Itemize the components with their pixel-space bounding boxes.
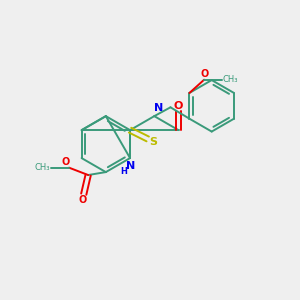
Text: O: O — [78, 195, 86, 205]
Text: O: O — [201, 69, 209, 79]
Text: O: O — [174, 101, 183, 111]
Text: S: S — [149, 137, 157, 148]
Text: N: N — [126, 161, 135, 171]
Text: CH₃: CH₃ — [223, 75, 239, 84]
Text: O: O — [62, 157, 70, 167]
Text: CH₃: CH₃ — [35, 163, 50, 172]
Text: H: H — [120, 167, 127, 176]
Text: N: N — [154, 103, 163, 113]
